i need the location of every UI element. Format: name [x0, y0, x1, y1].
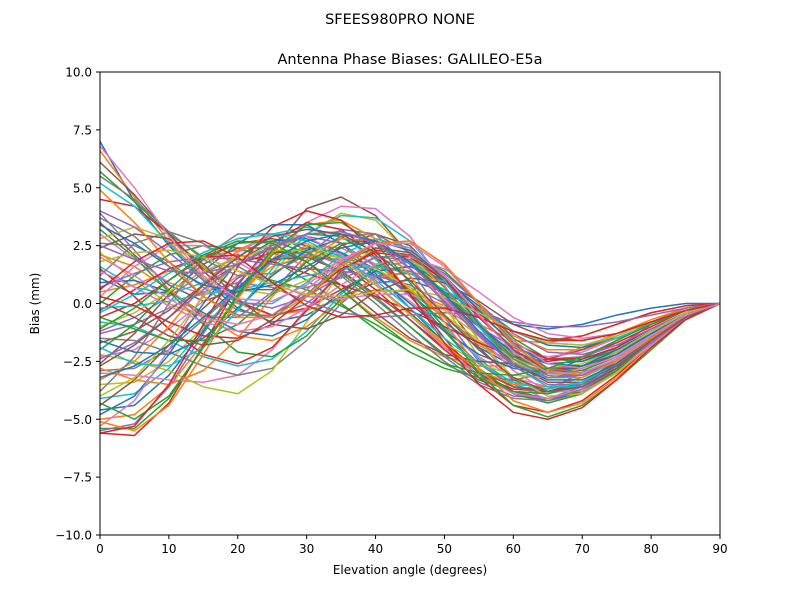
y-tick-label: 0.0	[73, 297, 92, 311]
x-axis-label: Elevation angle (degrees)	[333, 563, 487, 577]
x-tick-label: 40	[368, 542, 383, 556]
series-line-76	[100, 228, 720, 393]
x-tick-label: 10	[161, 542, 176, 556]
x-tick-label: 0	[96, 542, 104, 556]
x-tick-label: 30	[299, 542, 314, 556]
series-line-71	[100, 233, 720, 381]
series-line-50	[100, 265, 720, 346]
y-tick-label: −2.5	[63, 355, 92, 369]
y-tick-label: −7.5	[63, 471, 92, 485]
y-tick-label: 2.5	[73, 239, 92, 253]
series-line-73	[100, 240, 720, 377]
y-tick-label: 7.5	[73, 123, 92, 137]
series-line-62	[100, 219, 720, 432]
series-layer	[100, 141, 720, 437]
series-line-46	[100, 161, 720, 383]
x-tick-label: 90	[712, 542, 727, 556]
series-line-69	[100, 249, 720, 346]
series-line-41	[100, 237, 720, 416]
y-tick-label: −5.0	[63, 413, 92, 427]
series-line-74	[100, 240, 720, 342]
y-tick-label: 5.0	[73, 181, 92, 195]
x-tick-label: 20	[230, 542, 245, 556]
series-line-64	[100, 210, 720, 434]
x-axis: 0 10 20 30 40 50 60 70 80 90	[96, 535, 728, 556]
y-axis-label: Bias (mm)	[28, 273, 42, 335]
y-tick-label: −10.0	[55, 529, 92, 543]
y-tick-label: 10.0	[65, 66, 92, 80]
x-tick-label: 50	[437, 542, 452, 556]
x-tick-label: 80	[643, 542, 658, 556]
chart-title: Antenna Phase Biases: GALILEO-E5a	[278, 52, 543, 68]
x-tick-label: 70	[575, 542, 590, 556]
series-line-55	[100, 210, 720, 356]
series-line-72	[100, 189, 720, 377]
series-line-77	[100, 145, 720, 374]
y-axis: −10.0 −7.5 −5.0 −2.5 0.0 2.5 5.0 7.5 10.0	[55, 66, 100, 543]
figure-suptitle: SFEES980PRO NONE	[325, 12, 475, 28]
x-tick-label: 60	[506, 542, 521, 556]
